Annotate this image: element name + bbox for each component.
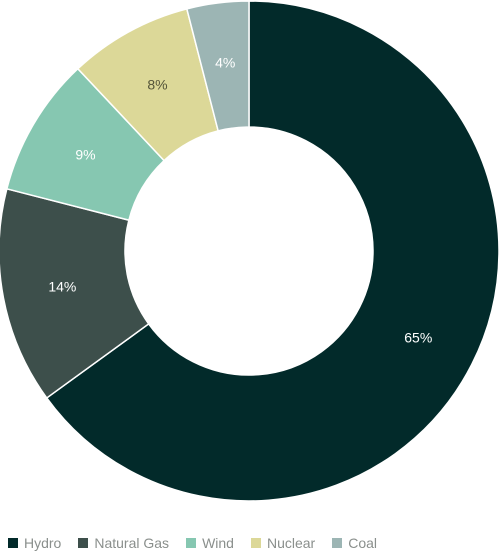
legend-swatch (332, 538, 343, 548)
legend-label: Coal (348, 535, 378, 551)
legend-swatch (186, 538, 197, 548)
legend-item-nuclear: Nuclear (250, 535, 316, 551)
legend-item-hydro: Hydro (8, 535, 61, 551)
legend-swatch (8, 538, 18, 548)
slice-label-nuclear: 8% (147, 77, 167, 93)
slice-coal (185, 0, 250, 132)
legend-label: Natural Gas (94, 535, 170, 551)
legend-swatch (78, 538, 89, 548)
legend-label: Hydro (24, 535, 62, 551)
donut-chart: 65% 14% 9% 8% 4% (0, 0, 500, 502)
slice-hydro (45, 0, 500, 502)
legend-item-wind: Wind (186, 535, 234, 551)
legend-item-natural-gas: Natural Gas (78, 535, 169, 551)
slice-natural-gas (0, 187, 150, 399)
slice-label-natural-gas: 14% (48, 279, 76, 295)
legend-item-coal: Coal (332, 535, 377, 551)
legend-label: Wind (202, 535, 234, 551)
slice-label-wind: 9% (75, 146, 95, 162)
legend-label: Nuclear (266, 535, 316, 551)
slice-label-coal: 4% (215, 54, 235, 70)
legend-swatch (250, 538, 261, 548)
chart-legend: Hydro Natural Gas Wind Nuclear Coal (8, 534, 394, 552)
slice-label-hydro: 65% (404, 329, 432, 345)
